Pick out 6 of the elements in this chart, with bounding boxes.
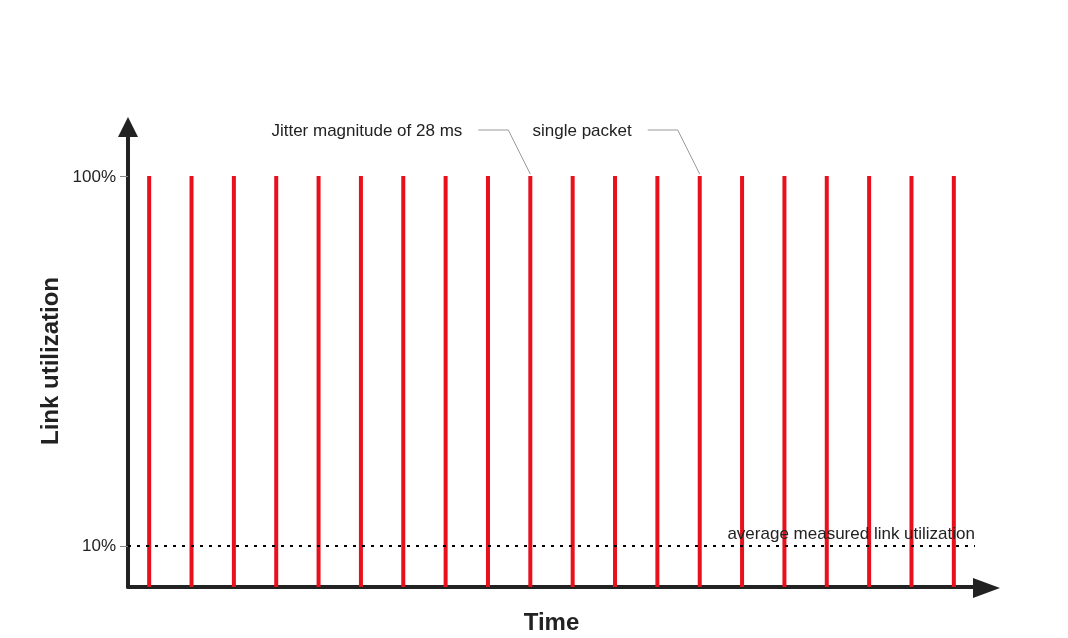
annotation: Jitter magnitude of 28 ms [271, 121, 463, 140]
y-tick-label: 100% [72, 166, 116, 186]
annotation: single packet [532, 121, 632, 140]
y-tick-label: 10% [81, 536, 116, 556]
y-axis-title: Link utilization [36, 277, 64, 445]
x-axis-title: Time [523, 607, 580, 635]
